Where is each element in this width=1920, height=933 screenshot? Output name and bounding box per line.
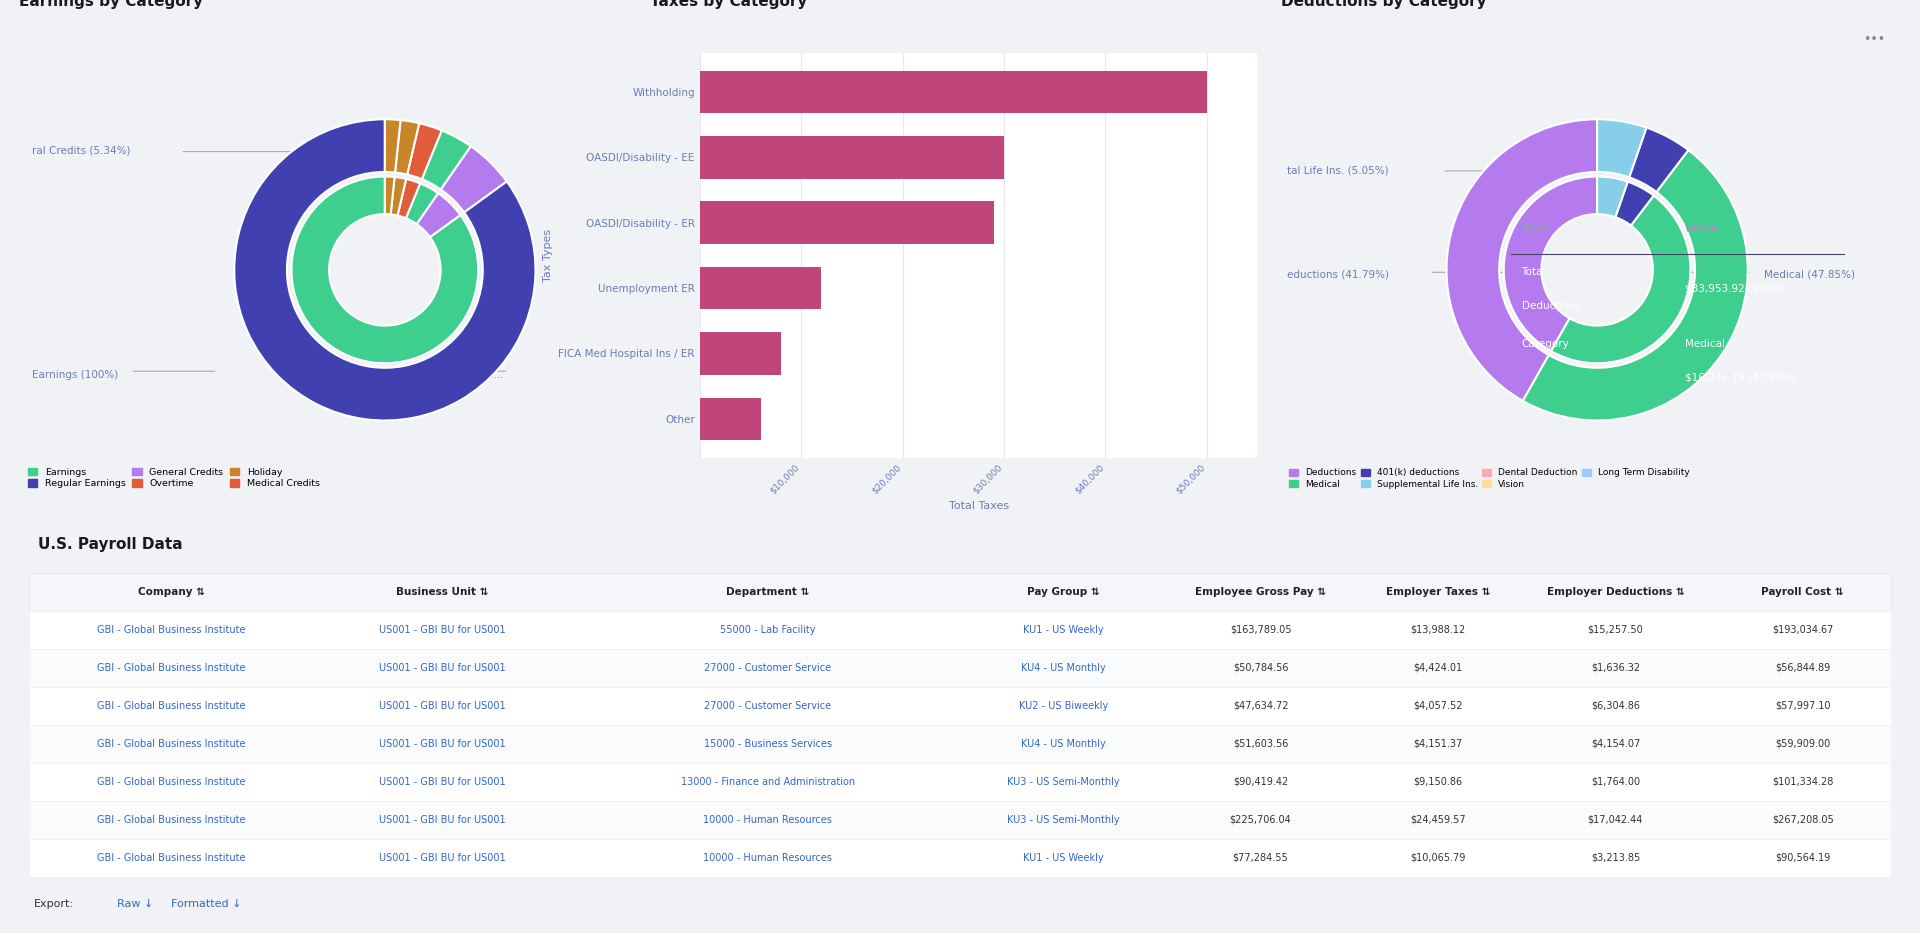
Text: Business Unit ⇅: Business Unit ⇅ [396, 587, 490, 596]
Text: $1,764.00: $1,764.00 [1592, 776, 1640, 787]
Text: US001 - GBI BU for US001: US001 - GBI BU for US001 [380, 853, 505, 863]
Text: $50,784.56: $50,784.56 [1233, 662, 1288, 673]
FancyBboxPatch shape [29, 687, 1891, 725]
FancyBboxPatch shape [29, 610, 1891, 648]
Text: Earnings by Category: Earnings by Category [19, 0, 204, 8]
FancyBboxPatch shape [29, 801, 1891, 839]
Text: $163,789.05: $163,789.05 [1231, 624, 1292, 634]
Text: $57,997.10: $57,997.10 [1774, 701, 1830, 711]
Text: 10000 - Human Resources: 10000 - Human Resources [703, 815, 831, 825]
Text: $10,065.79: $10,065.79 [1411, 853, 1465, 863]
Text: 15000 - Business Services: 15000 - Business Services [705, 739, 831, 748]
Text: $4,151.37: $4,151.37 [1413, 739, 1463, 748]
FancyBboxPatch shape [29, 762, 1891, 801]
Text: GBI - Global Business Institute: GBI - Global Business Institute [98, 662, 246, 673]
Text: KU3 - US Semi-Monthly: KU3 - US Semi-Monthly [1008, 776, 1119, 787]
Text: $101,334.28: $101,334.28 [1772, 776, 1834, 787]
Text: $90,419.42: $90,419.42 [1233, 776, 1288, 787]
Text: Deductions by Category: Deductions by Category [1281, 0, 1486, 8]
Legend: Earnings, Regular Earnings, General Credits, Overtime, Holiday, Medical Credits: Earnings, Regular Earnings, General Cred… [23, 464, 324, 492]
Text: $24,459.57: $24,459.57 [1409, 815, 1465, 825]
Text: $4,424.01: $4,424.01 [1413, 662, 1463, 673]
Text: KU4 - US Monthly: KU4 - US Monthly [1021, 662, 1106, 673]
FancyBboxPatch shape [29, 648, 1891, 687]
Text: 27000 - Customer Service: 27000 - Customer Service [705, 701, 831, 711]
Text: Formatted ↓: Formatted ↓ [163, 899, 242, 909]
Text: KU1 - US Weekly: KU1 - US Weekly [1023, 853, 1104, 863]
Text: $51,603.56: $51,603.56 [1233, 739, 1288, 748]
Text: $6,304.86: $6,304.86 [1592, 701, 1640, 711]
Text: Pay Group ⇅: Pay Group ⇅ [1027, 587, 1100, 596]
Text: GBI - Global Business Institute: GBI - Global Business Institute [98, 853, 246, 863]
Text: $47,634.72: $47,634.72 [1233, 701, 1288, 711]
Text: $193,034.67: $193,034.67 [1772, 624, 1834, 634]
FancyBboxPatch shape [29, 573, 1891, 610]
Text: Company ⇅: Company ⇅ [138, 587, 205, 596]
Text: 10000 - Human Resources: 10000 - Human Resources [703, 853, 831, 863]
Text: $267,208.05: $267,208.05 [1772, 815, 1834, 825]
Text: $17,042.44: $17,042.44 [1588, 815, 1644, 825]
Text: •••: ••• [1862, 34, 1885, 47]
Text: $13,988.12: $13,988.12 [1411, 624, 1465, 634]
Text: US001 - GBI BU for US001: US001 - GBI BU for US001 [380, 739, 505, 748]
Text: KU4 - US Monthly: KU4 - US Monthly [1021, 739, 1106, 748]
Text: $4,057.52: $4,057.52 [1413, 701, 1463, 711]
Text: Export:: Export: [35, 899, 75, 909]
Text: Department ⇅: Department ⇅ [726, 587, 810, 596]
Text: Raw ↓: Raw ↓ [117, 899, 154, 909]
Text: $56,844.89: $56,844.89 [1776, 662, 1830, 673]
Text: GBI - Global Business Institute: GBI - Global Business Institute [98, 776, 246, 787]
Text: Employer Deductions ⇅: Employer Deductions ⇅ [1548, 587, 1684, 596]
FancyBboxPatch shape [29, 725, 1891, 762]
Text: 13000 - Finance and Administration: 13000 - Finance and Administration [682, 776, 854, 787]
Legend: Deductions, Medical, 401(k) deductions, Supplemental Life Ins., Dental Deduction: Deductions, Medical, 401(k) deductions, … [1286, 465, 1693, 493]
FancyBboxPatch shape [29, 839, 1891, 877]
Text: KU2 - US Biweekly: KU2 - US Biweekly [1020, 701, 1108, 711]
Text: ral Credits (5.34%): ral Credits (5.34%) [31, 146, 131, 156]
Text: $15,257.50: $15,257.50 [1588, 624, 1644, 634]
Text: $90,564.19: $90,564.19 [1776, 853, 1830, 863]
Text: KU3 - US Semi-Monthly: KU3 - US Semi-Monthly [1008, 815, 1119, 825]
Text: Medical (47.85%): Medical (47.85%) [1764, 269, 1855, 279]
Text: Regular Earnings (8...: Regular Earnings (8... [392, 370, 503, 381]
Text: GBI - Global Business Institute: GBI - Global Business Institute [98, 624, 246, 634]
Text: Earnings (100%): Earnings (100%) [31, 370, 117, 381]
Text: US001 - GBI BU for US001: US001 - GBI BU for US001 [380, 701, 505, 711]
Text: Payroll Cost ⇅: Payroll Cost ⇅ [1761, 587, 1843, 596]
Text: $77,284.55: $77,284.55 [1233, 853, 1288, 863]
Text: $59,909.00: $59,909.00 [1776, 739, 1830, 748]
Text: GBI - Global Business Institute: GBI - Global Business Institute [98, 815, 246, 825]
Text: $1,636.32: $1,636.32 [1592, 662, 1640, 673]
Text: $4,154.07: $4,154.07 [1592, 739, 1640, 748]
Text: US001 - GBI BU for US001: US001 - GBI BU for US001 [380, 815, 505, 825]
Text: US001 - GBI BU for US001: US001 - GBI BU for US001 [380, 624, 505, 634]
Text: GBI - Global Business Institute: GBI - Global Business Institute [98, 739, 246, 748]
Text: Employee Gross Pay ⇅: Employee Gross Pay ⇅ [1194, 587, 1327, 596]
Text: 55000 - Lab Facility: 55000 - Lab Facility [720, 624, 816, 634]
Text: U.S. Payroll Data: U.S. Payroll Data [38, 537, 182, 552]
Text: Employer Taxes ⇅: Employer Taxes ⇅ [1386, 587, 1490, 596]
Text: eductions (41.79%): eductions (41.79%) [1286, 269, 1390, 279]
Text: 27000 - Customer Service: 27000 - Customer Service [705, 662, 831, 673]
Text: KU1 - US Weekly: KU1 - US Weekly [1023, 624, 1104, 634]
Text: $225,706.04: $225,706.04 [1229, 815, 1292, 825]
Text: $9,150.86: $9,150.86 [1413, 776, 1463, 787]
Text: Taxes by Category: Taxes by Category [651, 0, 808, 8]
Text: US001 - GBI BU for US001: US001 - GBI BU for US001 [380, 662, 505, 673]
Text: GBI - Global Business Institute: GBI - Global Business Institute [98, 701, 246, 711]
Text: US001 - GBI BU for US001: US001 - GBI BU for US001 [380, 776, 505, 787]
Text: tal Life Ins. (5.05%): tal Life Ins. (5.05%) [1286, 165, 1388, 175]
Text: $3,213.85: $3,213.85 [1592, 853, 1640, 863]
